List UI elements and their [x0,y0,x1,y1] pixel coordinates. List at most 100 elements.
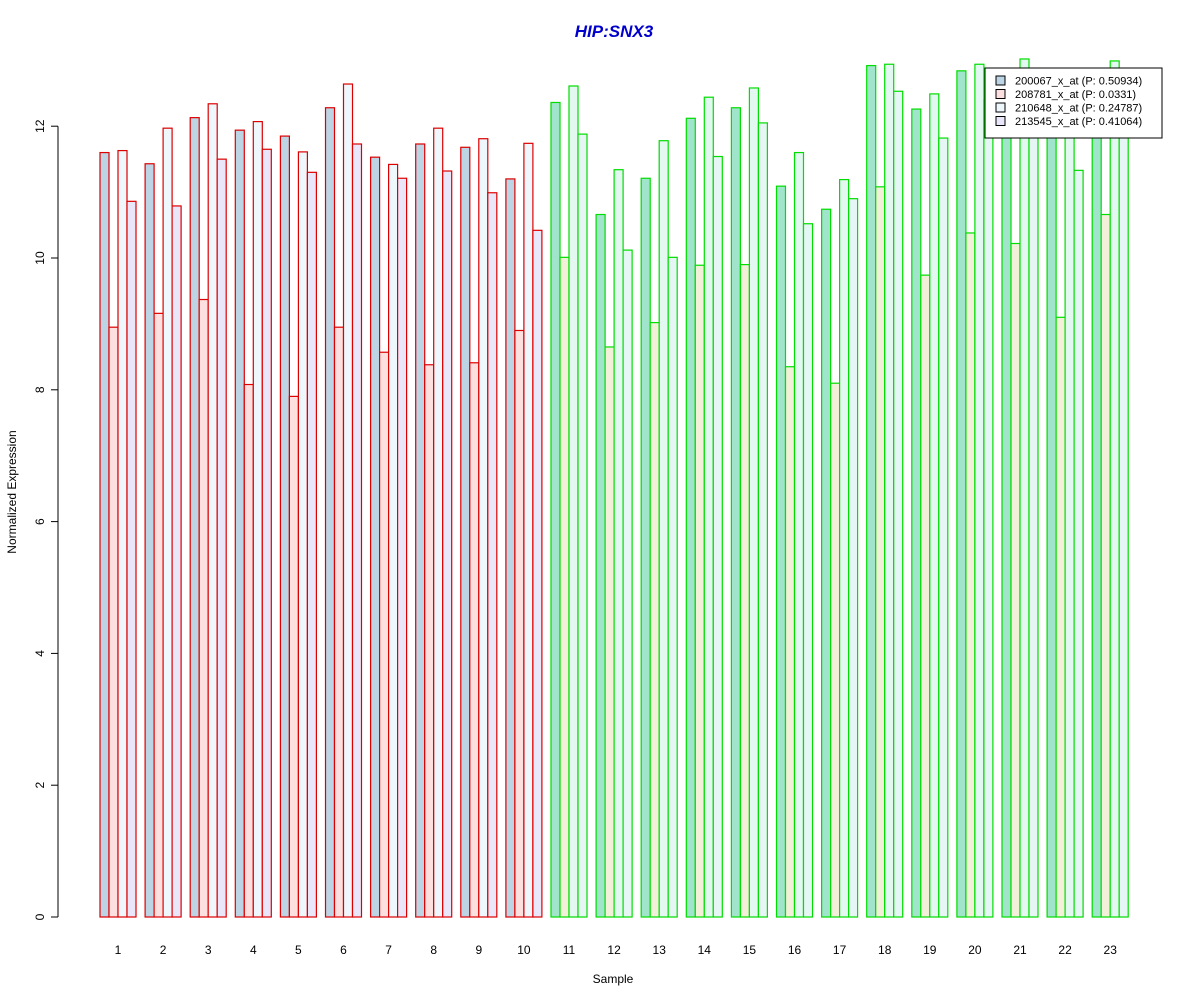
bar-sample-3-series-4 [216,158,227,918]
legend-swatch-4 [995,116,1006,126]
bar-sample-20-series-4 [983,99,994,918]
bar-sample-4-series-3 [252,120,263,918]
bar-sample-19-series-4 [938,137,949,918]
bar-sample-14-series-1 [685,117,696,918]
y-tick-label-4: 4 [33,650,47,657]
bar-sample-13-series-3 [658,140,669,918]
bar-sample-9-series-4 [487,192,498,918]
bar-sample-20-series-3 [974,63,985,918]
x-tick-label-5: 5 [295,943,302,957]
bar-sample-22-series-3 [1064,92,1075,918]
x-tick-label-15: 15 [743,943,757,957]
bar-sample-2-series-1 [144,163,155,918]
bar-sample-11-series-2 [559,256,570,918]
x-tick-label-6: 6 [340,943,347,957]
bar-sample-13-series-1 [640,177,651,918]
y-tick-label-12: 12 [33,119,47,133]
bar-sample-7-series-3 [388,163,399,918]
bar-sample-23-series-3 [1109,60,1120,918]
bar-sample-16-series-1 [775,185,787,918]
legend-box [984,67,1163,139]
x-tick-label-7: 7 [385,943,392,957]
bar-sample-19-series-1 [911,108,922,918]
bar-sample-10-series-1 [505,178,516,918]
bar-sample-8-series-3 [433,127,444,918]
bars-layer [99,58,1129,918]
bar-sample-10-series-3 [523,142,534,918]
bar-sample-6-series-3 [342,83,354,918]
y-tick-label-8: 8 [33,386,47,393]
bar-sample-6-series-1 [324,107,336,918]
bar-sample-15-series-1 [730,107,742,918]
bar-sample-21-series-4 [1028,105,1039,918]
bar-sample-20-series-1 [956,70,967,918]
bar-sample-7-series-2 [379,351,390,918]
bar-sample-4-series-1 [234,129,245,918]
legend-swatch-2 [995,89,1006,99]
bar-sample-11-series-4 [577,133,588,918]
x-tick-label-16: 16 [788,943,802,957]
bar-sample-7-series-4 [397,177,408,918]
x-tick-label-13: 13 [653,943,667,957]
bar-sample-7-series-1 [370,156,381,918]
bar-sample-6-series-4 [351,143,363,918]
bar-sample-21-series-1 [1001,92,1012,918]
bar-sample-4-series-4 [261,148,272,918]
bar-sample-18-series-2 [875,186,886,918]
bar-sample-9-series-2 [469,362,480,918]
x-tick-label-18: 18 [878,943,892,957]
y-tick-label-10: 10 [33,251,47,265]
x-tick-label-20: 20 [968,943,982,957]
bar-sample-1-series-2 [108,326,119,918]
bar-sample-16-series-4 [802,223,814,918]
bar-sample-8-series-4 [442,170,453,918]
legend-label-1: 200067_x_at (P: 0.50934) [1015,76,1142,88]
legend-swatch-3 [995,102,1006,113]
x-tick-label-22: 22 [1058,943,1072,957]
x-tick-label-3: 3 [205,943,212,957]
x-tick-label-12: 12 [607,943,621,957]
x-tick-label-21: 21 [1013,943,1027,957]
legend: 200067_x_at (P: 0.50934)208781_x_at (P: … [984,67,1163,139]
x-axis-title: Sample [593,972,634,986]
bar-sample-2-series-4 [171,205,182,918]
x-tick-label-2: 2 [160,943,167,957]
bar-sample-8-series-1 [415,143,426,918]
y-tick-label-2: 2 [33,782,47,789]
bar-sample-5-series-2 [288,395,299,918]
bar-sample-10-series-2 [514,329,525,918]
bar-sample-23-series-1 [1091,79,1102,918]
bar-sample-15-series-3 [748,87,760,918]
bar-sample-6-series-2 [333,326,345,918]
bar-sample-17-series-3 [838,178,850,918]
legend-label-3: 210648_x_at (P: 0.24787) [1015,103,1142,115]
bar-sample-20-series-2 [965,232,976,918]
bar-sample-9-series-3 [478,138,489,918]
bar-sample-11-series-1 [550,101,561,918]
chart-title: HIP:SNX3 [575,22,654,41]
bar-sample-22-series-4 [1073,169,1084,918]
legend-label-2: 208781_x_at (P: 0.0331) [1015,89,1136,101]
bar-sample-8-series-2 [424,364,435,918]
x-tick-label-10: 10 [517,943,531,957]
bar-sample-19-series-3 [929,93,940,918]
bar-sample-3-series-2 [198,298,209,918]
bar-sample-9-series-1 [460,146,471,918]
x-tick-label-9: 9 [475,943,482,957]
bar-sample-18-series-3 [884,63,895,918]
y-axis-title: Normalized Expression [5,430,19,553]
bar-sample-23-series-2 [1100,213,1111,918]
bar-sample-11-series-3 [568,85,579,918]
bar-sample-16-series-3 [793,151,805,918]
bar-sample-18-series-4 [893,90,904,918]
x-tick-label-8: 8 [430,943,437,957]
y-axis: 0 2 4 6 8 10 12 [33,119,59,920]
x-tick-label-23: 23 [1104,943,1118,957]
x-tick-label-4: 4 [250,943,257,957]
bar-sample-12-series-4 [622,249,633,918]
bar-sample-12-series-3 [613,169,624,918]
bar-sample-22-series-2 [1055,316,1066,918]
x-axis: 1 2 3 4 5 6 7 8 9 10 11 12 13 14 15 16 17 18 19 20 21 22 23 [115,943,1118,957]
bar-sample-10-series-4 [532,229,543,918]
bar-sample-21-series-3 [1019,58,1030,918]
